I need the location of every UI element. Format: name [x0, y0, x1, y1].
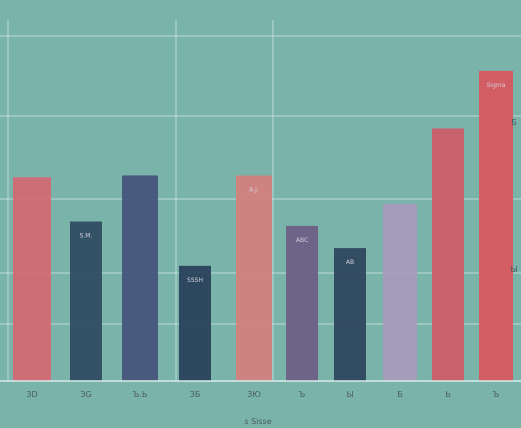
right-tick-label: Б [511, 118, 517, 127]
x-tick-label: Б [397, 390, 403, 399]
bar-annotation: S.M. [80, 233, 93, 240]
x-tick-label: Ъ.Ь [133, 390, 148, 399]
bar-annotation: SSSH [187, 277, 203, 284]
bar [334, 248, 366, 381]
bar-annotation: AB [346, 259, 354, 266]
right-tick-label: Ы [510, 265, 517, 274]
x-tick-labels: ЗD ЗG Ъ.Ь ЗБ ЗЮ Ъ Ы Б Ь Ъ [26, 390, 499, 399]
bars [13, 71, 513, 381]
bar [383, 204, 417, 381]
x-tick-label: Ы [346, 390, 353, 399]
x-tick-label: ЗD [26, 390, 37, 399]
bar-annotation: A.J. [249, 186, 259, 193]
bar [70, 222, 102, 381]
x-tick-label: Ъ [299, 390, 306, 399]
bar [286, 226, 318, 381]
x-tick-label: ЗG [80, 390, 91, 399]
bar-annotation: ABC [296, 237, 308, 244]
bar-annotation: Sigma [487, 82, 506, 89]
x-tick-label: Ъ [493, 390, 500, 399]
x-tick-label: ЗБ [190, 390, 201, 399]
bar [432, 128, 464, 381]
bar [13, 177, 51, 381]
x-tick-label: Ь [445, 390, 451, 399]
bar [236, 175, 272, 381]
x-tick-label: ЗЮ [247, 390, 261, 399]
bar [122, 175, 158, 381]
bar [479, 71, 513, 381]
chart-caption: s Sisse [244, 417, 271, 426]
